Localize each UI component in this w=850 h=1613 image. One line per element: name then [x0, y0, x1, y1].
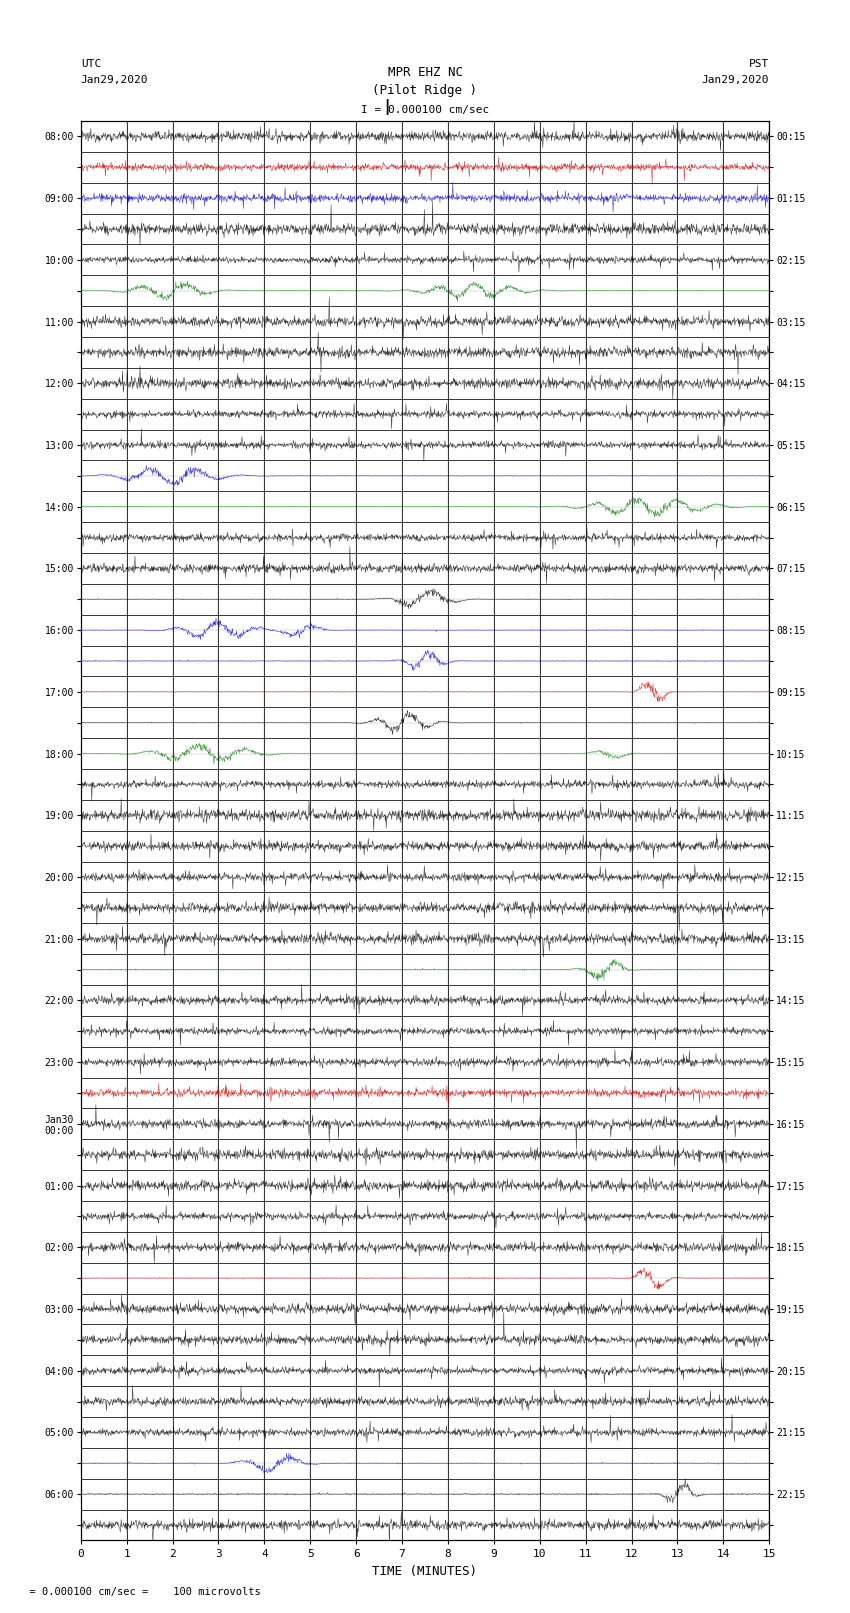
Text: Jan29,2020: Jan29,2020 — [702, 76, 769, 85]
Text: |: | — [382, 98, 391, 115]
Text: MPR EHZ NC: MPR EHZ NC — [388, 66, 462, 79]
Text: = 0.000100 cm/sec =    100 microvolts: = 0.000100 cm/sec = 100 microvolts — [17, 1587, 261, 1597]
Text: (Pilot Ridge ): (Pilot Ridge ) — [372, 84, 478, 97]
Text: Jan29,2020: Jan29,2020 — [81, 76, 148, 85]
Text: I = 0.000100 cm/sec: I = 0.000100 cm/sec — [361, 105, 489, 115]
X-axis label: TIME (MINUTES): TIME (MINUTES) — [372, 1565, 478, 1578]
Text: PST: PST — [749, 60, 769, 69]
Text: UTC: UTC — [81, 60, 101, 69]
